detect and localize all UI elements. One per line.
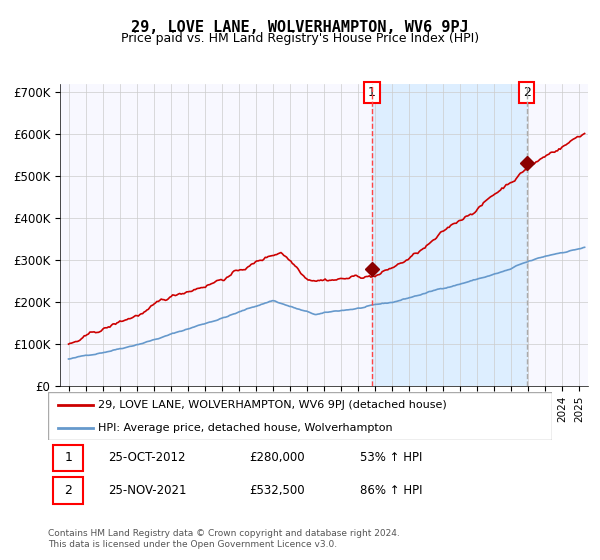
Text: 2: 2 <box>523 86 530 99</box>
Text: £532,500: £532,500 <box>250 484 305 497</box>
Text: Contains HM Land Registry data © Crown copyright and database right 2024.
This d: Contains HM Land Registry data © Crown c… <box>48 529 400 549</box>
Text: 1: 1 <box>64 451 72 464</box>
Text: 86% ↑ HPI: 86% ↑ HPI <box>361 484 423 497</box>
Text: 2: 2 <box>64 484 72 497</box>
FancyBboxPatch shape <box>53 477 83 504</box>
Text: 1: 1 <box>368 86 376 99</box>
Text: £280,000: £280,000 <box>250 451 305 464</box>
Text: 29, LOVE LANE, WOLVERHAMPTON, WV6 9PJ (detached house): 29, LOVE LANE, WOLVERHAMPTON, WV6 9PJ (d… <box>98 400 447 410</box>
Bar <box>372 84 527 386</box>
Text: HPI: Average price, detached house, Wolverhampton: HPI: Average price, detached house, Wolv… <box>98 423 393 433</box>
Text: 53% ↑ HPI: 53% ↑ HPI <box>361 451 423 464</box>
FancyBboxPatch shape <box>48 392 552 440</box>
Text: 25-OCT-2012: 25-OCT-2012 <box>109 451 186 464</box>
Text: 29, LOVE LANE, WOLVERHAMPTON, WV6 9PJ: 29, LOVE LANE, WOLVERHAMPTON, WV6 9PJ <box>131 20 469 35</box>
Text: Price paid vs. HM Land Registry's House Price Index (HPI): Price paid vs. HM Land Registry's House … <box>121 32 479 45</box>
FancyBboxPatch shape <box>53 445 83 471</box>
Text: 25-NOV-2021: 25-NOV-2021 <box>109 484 187 497</box>
